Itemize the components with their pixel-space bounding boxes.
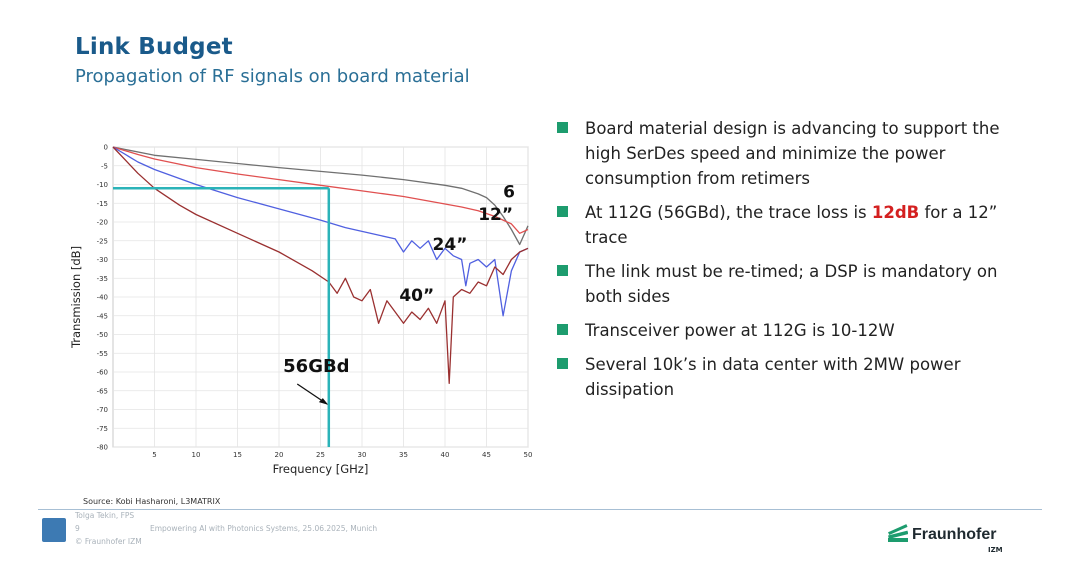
y-tick-label: -65 <box>97 387 108 395</box>
curve-label: 56GBd <box>283 356 349 377</box>
x-tick-label: 50 <box>524 451 533 459</box>
footer-divider <box>38 509 1042 510</box>
transmission-chart: 0 -5 -10 -15 -20 -25 -30 -35 -40 -45 -50 -55 -60 -65 -… <box>69 144 533 477</box>
y-tick-label: -70 <box>97 406 108 414</box>
x-tick-label: 40 <box>441 451 450 459</box>
source-note: Source: Kobi Hasharoni, L3MATRIX <box>83 497 221 506</box>
y-tick-label: -75 <box>97 425 108 433</box>
x-tick-label: 10 <box>192 451 201 459</box>
bullet-text: Several 10k’s in data center with 2MW po… <box>585 355 961 399</box>
y-tick-label: -40 <box>97 294 108 302</box>
y-tick-label: -25 <box>97 237 108 245</box>
x-tick-label: 5 <box>152 451 156 459</box>
bullet-text: Board material design is advancing to su… <box>585 119 1000 188</box>
y-tick-label: -60 <box>97 369 108 377</box>
x-tick-label: 45 <box>482 451 491 459</box>
bullet-item: The link must be re-timed; a DSP is mand… <box>557 259 1007 309</box>
x-tick-label: 15 <box>233 451 242 459</box>
bullet-square-icon <box>557 206 568 217</box>
slide-subtitle: Propagation of RF signals on board mater… <box>75 66 470 87</box>
bullet-item: Several 10k’s in data center with 2MW po… <box>557 352 1007 402</box>
bullet-square-icon <box>557 358 568 369</box>
y-tick-label: -30 <box>97 256 108 264</box>
y-tick-label: -50 <box>97 331 108 339</box>
y-axis-label: Transmission [dB] <box>69 246 83 349</box>
slide-title: Link Budget <box>75 34 233 60</box>
footer-copyright: © Fraunhofer IZM <box>75 537 142 546</box>
footer-page: 9 <box>75 524 80 533</box>
bullet-item: Board material design is advancing to su… <box>557 116 1007 191</box>
bullet-square-icon <box>557 324 568 335</box>
y-tick-label: -80 <box>97 444 108 452</box>
y-tick-label: -45 <box>97 312 108 320</box>
series-line <box>112 146 529 234</box>
footer-author: Tolga Tekin, FPS <box>75 511 135 520</box>
y-tick-label: -10 <box>97 181 108 189</box>
fraunhofer-izm-label: IZM <box>988 546 1003 554</box>
y-tick-label: -35 <box>97 275 108 283</box>
bullet-text: Transceiver power at 112G is 10-12W <box>585 321 895 340</box>
x-axis-label: Frequency [GHz] <box>273 462 369 476</box>
bullet-text-post: for a 12” trace <box>585 203 998 247</box>
bullet-list: Board material design is advancing to su… <box>557 116 1007 411</box>
x-tick-label: 25 <box>316 451 325 459</box>
annotation-arrow-head <box>318 398 329 405</box>
y-tick-label: -15 <box>97 200 108 208</box>
y-tick-label: -55 <box>97 350 108 358</box>
x-tick-label: 35 <box>399 451 408 459</box>
curve-label: 6 <box>503 183 515 203</box>
y-tick-label: -5 <box>101 162 108 170</box>
bullet-item: Transceiver power at 112G is 10-12W <box>557 318 1007 343</box>
y-tick-label: 0 <box>104 144 108 152</box>
curve-label: 40” <box>399 286 434 306</box>
bullet-highlight: 12dB <box>871 203 920 222</box>
series-line <box>112 146 529 384</box>
x-tick-label: 30 <box>358 451 367 459</box>
bullet-square-icon <box>557 265 568 276</box>
x-tick-label: 20 <box>275 451 284 459</box>
curve-label: 24” <box>433 235 468 255</box>
fraunhofer-wordmark: Fraunhofer <box>912 526 997 543</box>
conference-logo-icon <box>42 518 66 542</box>
series-line <box>112 146 529 317</box>
bullet-text: The link must be re-timed; a DSP is mand… <box>585 262 998 306</box>
bullet-text-pre: At 112G (56GBd), the trace loss is <box>585 203 872 222</box>
curve-label: 12” <box>478 205 513 225</box>
y-tick-label: -20 <box>97 219 108 227</box>
bullet-item: At 112G (56GBd), the trace loss is 12dB … <box>557 200 1007 250</box>
fraunhofer-logo-icon <box>888 524 908 542</box>
bullet-square-icon <box>557 122 568 133</box>
footer-event: Empowering AI with Photonics Systems, 25… <box>150 524 378 533</box>
